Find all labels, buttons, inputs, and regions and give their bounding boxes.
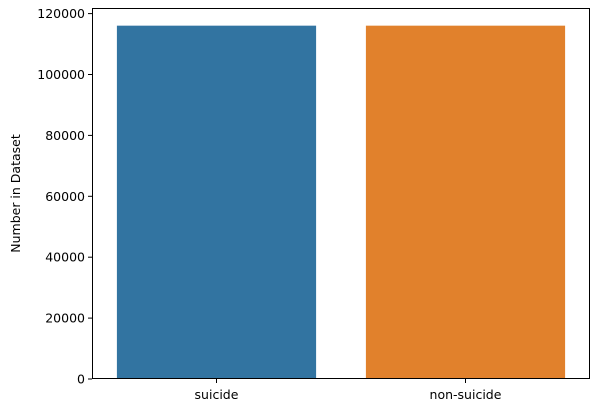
- y-tick-label: 80000: [45, 128, 85, 143]
- x-axis-ticks: suicide non-suicide: [195, 379, 502, 402]
- x-tick-label: suicide: [195, 387, 239, 402]
- y-tick-label: 60000: [45, 189, 85, 204]
- y-tick-label: 100000: [37, 67, 85, 82]
- bars-group: [117, 26, 565, 379]
- y-tick-label: 20000: [45, 311, 85, 326]
- y-tick-label: 0: [77, 372, 85, 387]
- x-tick-label: non-suicide: [430, 387, 502, 402]
- bar-non-suicide: [366, 26, 565, 379]
- y-axis-ticks: 0 20000 40000 60000 80000 100000 120000: [37, 6, 92, 386]
- y-tick-label: 40000: [45, 250, 85, 265]
- y-axis-label: Number in Dataset: [8, 134, 23, 253]
- bar-suicide: [117, 26, 316, 379]
- y-tick-label: 120000: [37, 6, 85, 21]
